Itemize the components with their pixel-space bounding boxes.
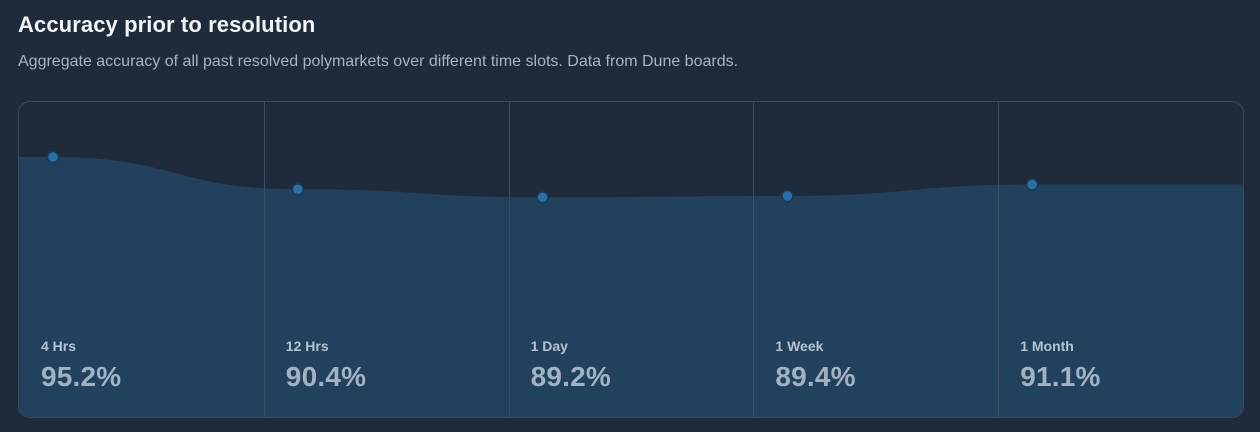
data-point-4-hrs[interactable]	[46, 150, 60, 164]
accuracy-area-chart	[19, 102, 1243, 417]
page-subtitle: Aggregate accuracy of all past resolved …	[18, 53, 739, 70]
data-point-1-month[interactable]	[1025, 178, 1039, 191]
time-slot-value: 95.2%	[41, 361, 122, 392]
time-slot-value: 89.2%	[530, 361, 611, 392]
time-slot: 1 Month 91.1%	[998, 102, 1243, 417]
time-slot: 4 Hrs 95.2%	[19, 102, 264, 417]
time-slot: 1 Week 89.4%	[753, 102, 998, 417]
time-slot-label: 1 Day	[530, 338, 568, 354]
page-title: Accuracy prior to resolution	[18, 12, 316, 37]
accuracy-chart-card: 4 Hrs 95.2% 12 Hrs 90.4% 1 Day 89.2% 1 Week 89.…	[18, 101, 1244, 418]
data-point-1-week[interactable]	[781, 189, 794, 203]
data-point-1-day[interactable]	[536, 191, 549, 204]
time-slot-label: 1 Week	[775, 338, 824, 354]
time-slot-value: 90.4%	[285, 361, 367, 392]
time-slot-label: 1 Month	[1020, 338, 1074, 354]
time-slot: 12 Hrs 90.4%	[264, 102, 509, 417]
accuracy-area	[19, 157, 1243, 417]
time-slot-value: 89.4%	[775, 361, 856, 392]
time-slot-value: 91.1%	[1020, 361, 1101, 392]
time-slot-label: 4 Hrs	[41, 338, 77, 354]
time-slot-label: 12 Hrs	[285, 338, 329, 354]
data-point-12-hrs[interactable]	[291, 183, 305, 196]
time-slot: 1 Day 89.2%	[509, 102, 754, 417]
